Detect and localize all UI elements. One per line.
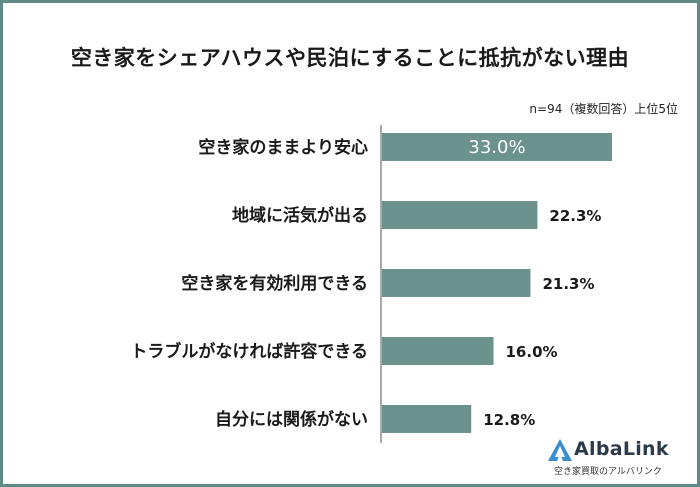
albalink-logo: AlbaLink 空き家買取のアルバリンク [548,437,688,477]
logo-mark-icon [548,439,572,461]
sample-note: n=94（複数回答）上位5位 [529,102,678,116]
chart-title: 空き家をシェアハウスや民泊にすることに抵抗がない理由 [70,46,630,70]
value-label-1: 22.3% [549,207,601,225]
value-label-4: 12.8% [483,411,535,429]
category-label-0: 空き家のままより安心 [198,137,368,158]
value-label-0: 33.0% [468,137,525,158]
bar-1 [382,201,538,229]
bar-3 [382,337,494,365]
bar-4 [382,405,472,433]
value-label-2: 21.3% [542,275,594,293]
category-label-4: 自分には関係がない [215,409,368,430]
bar-2 [382,269,531,297]
category-label-1: 地域に活気が出る [232,205,368,226]
bar-0 [382,133,612,161]
category-label-2: 空き家を有効利用できる [181,273,368,294]
logo-name: AlbaLink [574,438,669,460]
category-label-3: トラブルがなければ許容できる [130,341,368,362]
logo-tagline: 空き家買取のアルバリンク [554,467,662,477]
value-label-3: 16.0% [506,343,558,361]
